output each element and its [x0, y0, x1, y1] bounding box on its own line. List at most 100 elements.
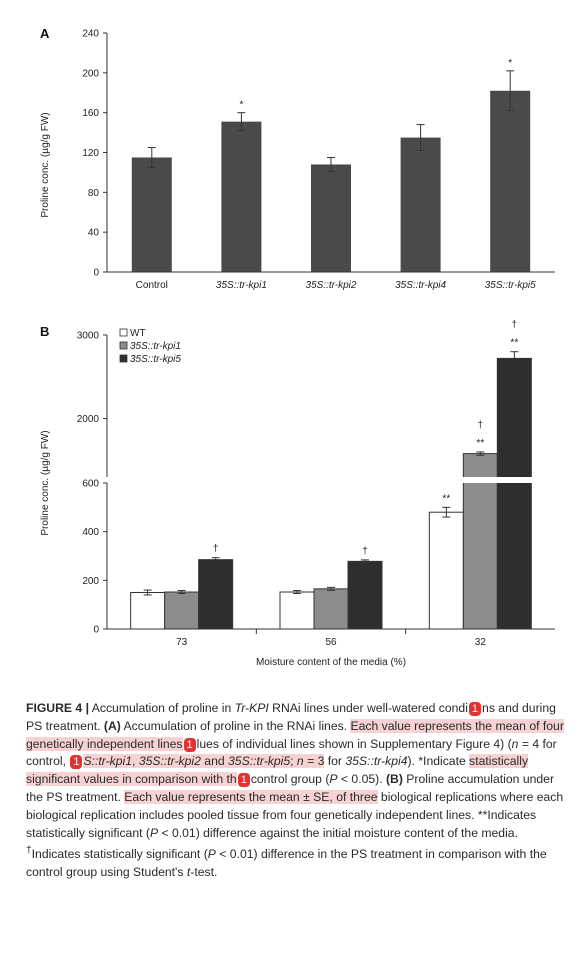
caption-text: Indicates statistically significant (	[31, 847, 208, 862]
y-tick-label: 200	[82, 68, 99, 79]
bar	[198, 559, 234, 630]
caption-text: and	[200, 754, 229, 769]
bar	[496, 357, 532, 630]
panel-a-y-ticks: 0 40 80 120 160 200 240	[82, 29, 107, 279]
caption-text: < 0.01) difference in the PS treatment i…	[26, 847, 547, 880]
bar	[347, 560, 383, 630]
panel-a-x-labels: Control 35S::tr-kpi1 35S::tr-kpi2 35S::tr-k…	[136, 280, 536, 291]
panel-b-bars: † † ** ** † ** †	[130, 320, 532, 630]
caption-text: ns and during PS treatment.	[26, 701, 556, 733]
panel-b-chart: B Proline conc. (µg/g FW) 0 200 400 600 2000…	[40, 320, 558, 668]
caption-panel-label: (A)	[103, 718, 121, 733]
legend-swatch	[119, 354, 128, 363]
x-tick-label: 32	[475, 637, 487, 648]
highlighted-text: S::tr-kpi1	[83, 754, 133, 769]
caption-text: Tr-KPI	[234, 701, 269, 715]
caption-text: = 3	[303, 754, 325, 769]
bar	[221, 121, 262, 272]
caption-text: ;	[290, 754, 297, 769]
x-tick-label: 35S::tr-kpi2	[306, 280, 357, 291]
legend-label: WT	[130, 328, 146, 339]
dagger-marker: †	[512, 320, 518, 331]
annotation-badge[interactable]: 1	[183, 737, 196, 752]
bar	[130, 592, 166, 630]
panel-a-bars: **	[131, 58, 531, 272]
caption-text: biological replications where each biolo…	[26, 789, 564, 840]
annotation-badge[interactable]: 1	[468, 702, 482, 716]
significance-marker: **	[510, 338, 518, 349]
y-tick-label: 2000	[77, 414, 100, 425]
y-tick-label: 240	[82, 29, 99, 40]
annotation-badge[interactable]: 1	[237, 773, 250, 788]
caption-text: ). *Indicate	[407, 754, 470, 769]
x-tick-label: Control	[136, 280, 168, 291]
legend-swatch	[119, 341, 128, 350]
x-tick-label: 35S::tr-kpi5	[485, 280, 536, 291]
panel-b-letter: B	[40, 324, 49, 339]
caption-text: Accumulation of proline in	[89, 701, 235, 715]
bar	[490, 90, 531, 272]
caption-text: lues of individual lines shown in Supple…	[196, 736, 512, 751]
x-tick-label: 35S::tr-kpi1	[216, 280, 267, 291]
caption-text: < 0.01) difference against the initial m…	[158, 825, 518, 840]
significance-marker: **	[442, 493, 450, 504]
highlighted-text: Each value represents the mean ± SE, of …	[124, 789, 378, 804]
bar	[311, 164, 351, 272]
panel-b-x-labels: 73 56 32	[176, 629, 486, 648]
annotation-badge[interactable]: 1	[70, 755, 83, 770]
y-tick-label: 3000	[77, 331, 100, 342]
caption-text: Accumulation of proline in the RNAi line…	[120, 718, 351, 733]
caption-text: < 0.05).	[337, 772, 383, 787]
caption-text: ,	[132, 754, 139, 769]
panel-a-y-axis-label: Proline conc. (µg/g FW)	[40, 112, 51, 217]
x-tick-label: 35S::tr-kpi4	[395, 280, 446, 291]
bar	[400, 137, 441, 272]
bar	[279, 591, 315, 630]
y-tick-label: 80	[88, 188, 100, 199]
caption-text: n	[511, 736, 519, 751]
y-tick-label: 600	[82, 479, 99, 490]
caption-text: 35S::tr-kpi4	[345, 754, 408, 769]
caption-text: P	[207, 847, 216, 862]
legend-swatch	[119, 328, 128, 337]
caption-text: -test.	[190, 865, 218, 880]
y-tick-label: 0	[93, 268, 99, 279]
caption-text: t	[186, 865, 191, 880]
caption-text: n	[296, 754, 304, 769]
caption-title: FIGURE 4 |	[26, 701, 90, 715]
caption-paragraph: FIGURE 4 | Accumulation of proline in Tr…	[26, 700, 566, 882]
y-tick-label: 40	[88, 228, 100, 239]
caption-text: P	[149, 825, 159, 840]
bar	[131, 157, 172, 272]
y-tick-label: 400	[82, 527, 99, 538]
significance-marker: **	[476, 438, 484, 449]
y-tick-label: 160	[82, 108, 99, 119]
axis-break	[108, 477, 558, 483]
panel-b-y-ticks: 0 200 400 600 2000 3000	[77, 331, 107, 636]
panel-b-x-axis-label: Moisture content of the media (%)	[256, 657, 406, 668]
y-tick-label: 200	[82, 576, 99, 587]
figure-caption: FIGURE 4 | Accumulation of proline in Tr…	[26, 700, 566, 882]
caption-text: = 4 for control,	[26, 736, 557, 769]
y-tick-label: 0	[93, 625, 99, 636]
panel-b-y-axis-label: Proline conc. (µg/g FW)	[40, 430, 51, 535]
bar	[313, 588, 349, 630]
bar	[164, 591, 200, 630]
dagger-marker: †	[213, 544, 219, 555]
panel-a-chart: A Proline conc. (µg/g FW) 0 40 80 120 160 200…	[40, 26, 555, 291]
caption-text: P	[329, 772, 338, 787]
dagger-marker: †	[478, 420, 484, 431]
caption-panel-label: (B)	[386, 772, 403, 787]
caption-text: control group (	[250, 772, 330, 787]
panel-a-letter: A	[40, 26, 50, 41]
x-tick-label: 73	[176, 637, 188, 648]
highlighted-text: 35S::tr-kpi2	[138, 754, 201, 769]
caption-text: RNAi lines under well-watered condi	[268, 701, 468, 715]
legend-label: 35S::tr-kpi5	[130, 354, 181, 365]
y-tick-label: 120	[82, 148, 99, 159]
caption-text: †	[26, 845, 32, 857]
significance-marker: *	[508, 58, 512, 69]
caption-text: for	[324, 754, 346, 769]
legend-label: 35S::tr-kpi1	[130, 341, 181, 352]
